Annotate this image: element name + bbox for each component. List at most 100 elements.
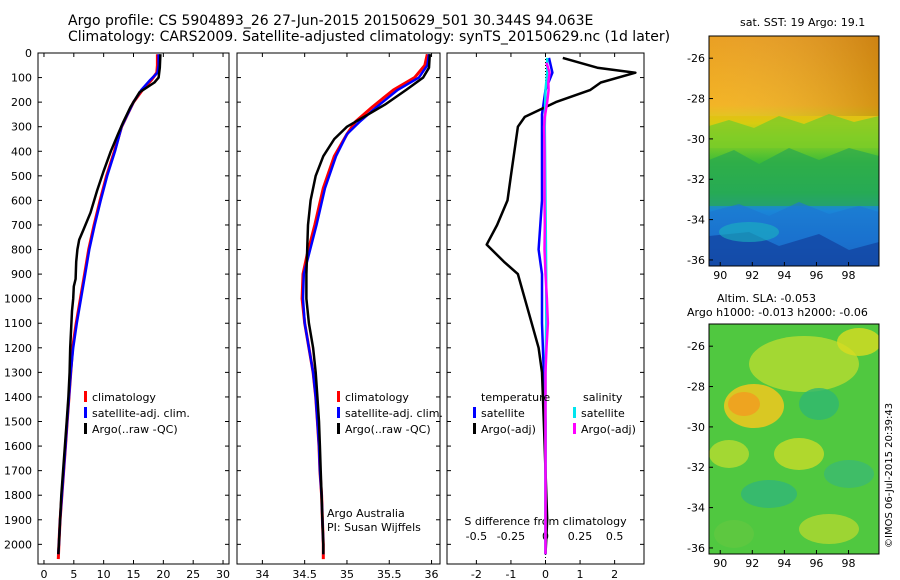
legend-label: satellite: [481, 407, 525, 420]
depth-tick-label: 1000: [4, 293, 32, 306]
x-tick-label: 1: [577, 568, 584, 580]
sla-map-title: Altim. SLA: -0.053: [717, 292, 817, 305]
legend-swatch: [337, 391, 340, 402]
legend-label: satellite-adj. clim.: [345, 407, 443, 420]
x-tick-label: 15: [127, 568, 141, 580]
depth-tick-label: 400: [11, 145, 32, 158]
x-tick-label: 5: [70, 568, 77, 580]
depth-tick-label: 1900: [4, 514, 32, 527]
panel-0-frame: [37, 52, 230, 565]
map-lat-label: -28: [687, 381, 705, 394]
map-lat-label: -34: [687, 502, 705, 515]
map-lat-label: -32: [687, 461, 705, 474]
map-lon-label: 94: [777, 269, 791, 282]
legend-swatch: [573, 407, 576, 418]
legend-label: Argo(-adj): [581, 423, 636, 436]
depth-tick-label: 600: [11, 194, 32, 207]
legend-swatch: [473, 407, 476, 418]
map-lat-label: -34: [687, 214, 705, 227]
legend-label: satellite: [581, 407, 625, 420]
x-tick-label: 0: [542, 568, 549, 580]
x-tick-label: 0: [40, 568, 47, 580]
argo-height-title: Argo h1000: -0.013 h2000: -0.06: [687, 306, 868, 319]
series-line-2-3: [542, 62, 551, 555]
map-lat-label: -30: [687, 421, 705, 434]
sst-map-graphic: [709, 36, 879, 266]
legend-swatch: [337, 423, 340, 434]
depth-tick-label: 1300: [4, 366, 32, 379]
x-tick-label: 2: [611, 568, 618, 580]
sla-map: [709, 324, 879, 554]
map-lat-label: -36: [687, 254, 705, 267]
legend-swatch: [84, 391, 87, 402]
depth-tick-label: 900: [11, 268, 32, 281]
map-lat-label: -26: [687, 52, 705, 65]
series-line-0-2: [57, 54, 162, 555]
x-tick-label: 35: [340, 568, 354, 580]
map-0-frame: [708, 35, 880, 267]
map-lat-label: -26: [687, 340, 705, 353]
legend-heading: temperature: [481, 391, 550, 404]
top-x-tick-label: 0.25: [568, 530, 593, 543]
legend-label: Argo(..raw -QC): [92, 423, 178, 436]
map-lon-label: 98: [842, 557, 856, 570]
depth-tick-label: 1200: [4, 342, 32, 355]
panel-1-frame: [236, 52, 441, 565]
climatology-title: Climatology: CARS2009. Satellite-adjuste…: [68, 29, 671, 45]
depth-tick-label: 300: [11, 121, 32, 134]
map-lat-label: -30: [687, 133, 705, 146]
depth-tick-label: 800: [11, 244, 32, 257]
map-lon-label: 96: [809, 269, 823, 282]
map-lon-label: 90: [713, 269, 727, 282]
panel-annotation: Argo Australia: [327, 507, 405, 520]
x-tick-label: 20: [156, 568, 170, 580]
depth-tick-label: 1700: [4, 465, 32, 478]
x-tick-label: 34: [255, 568, 269, 580]
depth-tick-label: 500: [11, 170, 32, 183]
depth-tick-label: 1600: [4, 440, 32, 453]
legend-swatch: [84, 423, 87, 434]
sla-map-graphic: [709, 324, 879, 554]
x-tick-label: 25: [186, 568, 200, 580]
map-lon-label: 94: [777, 557, 791, 570]
map-lon-label: 92: [745, 557, 759, 570]
depth-tick-label: 2000: [4, 538, 32, 551]
depth-tick-label: 100: [11, 72, 32, 85]
map-lat-label: -36: [687, 542, 705, 555]
profile-title: Argo profile: CS 5904893_26 27-Jun-2015 …: [68, 13, 594, 29]
legend-swatch: [337, 407, 340, 418]
panel-annotation: PI: Susan Wijffels: [327, 521, 421, 534]
depth-tick-label: 1800: [4, 489, 32, 502]
legend-label: climatology: [92, 391, 156, 404]
legend-label: Argo(-adj): [481, 423, 536, 436]
depth-tick-label: 1400: [4, 391, 32, 404]
legend-label: Argo(..raw -QC): [345, 423, 431, 436]
imos-watermark: ©IMOS 06-Jul-2015 20:39:43: [884, 402, 895, 548]
top-x-tick-label: 0.5: [606, 530, 624, 543]
map-1-frame: [708, 323, 880, 555]
x-tick-label: 10: [97, 568, 111, 580]
sst-map: [709, 36, 879, 266]
legend-swatch: [473, 423, 476, 434]
map-lon-label: 98: [842, 269, 856, 282]
legend-heading: salinity: [583, 391, 623, 404]
map-lon-label: 92: [745, 269, 759, 282]
x-tick-label: 34.5: [292, 568, 317, 580]
legend-swatch: [84, 407, 87, 418]
top-x-tick-label: -0.25: [497, 530, 525, 543]
series-line-2-1: [485, 56, 637, 555]
map-lon-label: 90: [713, 557, 727, 570]
depth-tick-label: 0: [25, 47, 32, 60]
legend-label: climatology: [345, 391, 409, 404]
x-tick-label: 30: [216, 568, 230, 580]
top-x-tick-label: -0.5: [466, 530, 487, 543]
sst-map-title: sat. SST: 19 Argo: 19.1: [740, 16, 866, 29]
map-lat-label: -32: [687, 173, 705, 186]
legend-swatch: [573, 423, 576, 434]
legend-label: satellite-adj. clim.: [92, 407, 190, 420]
depth-tick-label: 1100: [4, 317, 32, 330]
x-tick-label: 36: [425, 568, 439, 580]
map-lon-label: 96: [809, 557, 823, 570]
series-line-1-2: [305, 54, 432, 555]
